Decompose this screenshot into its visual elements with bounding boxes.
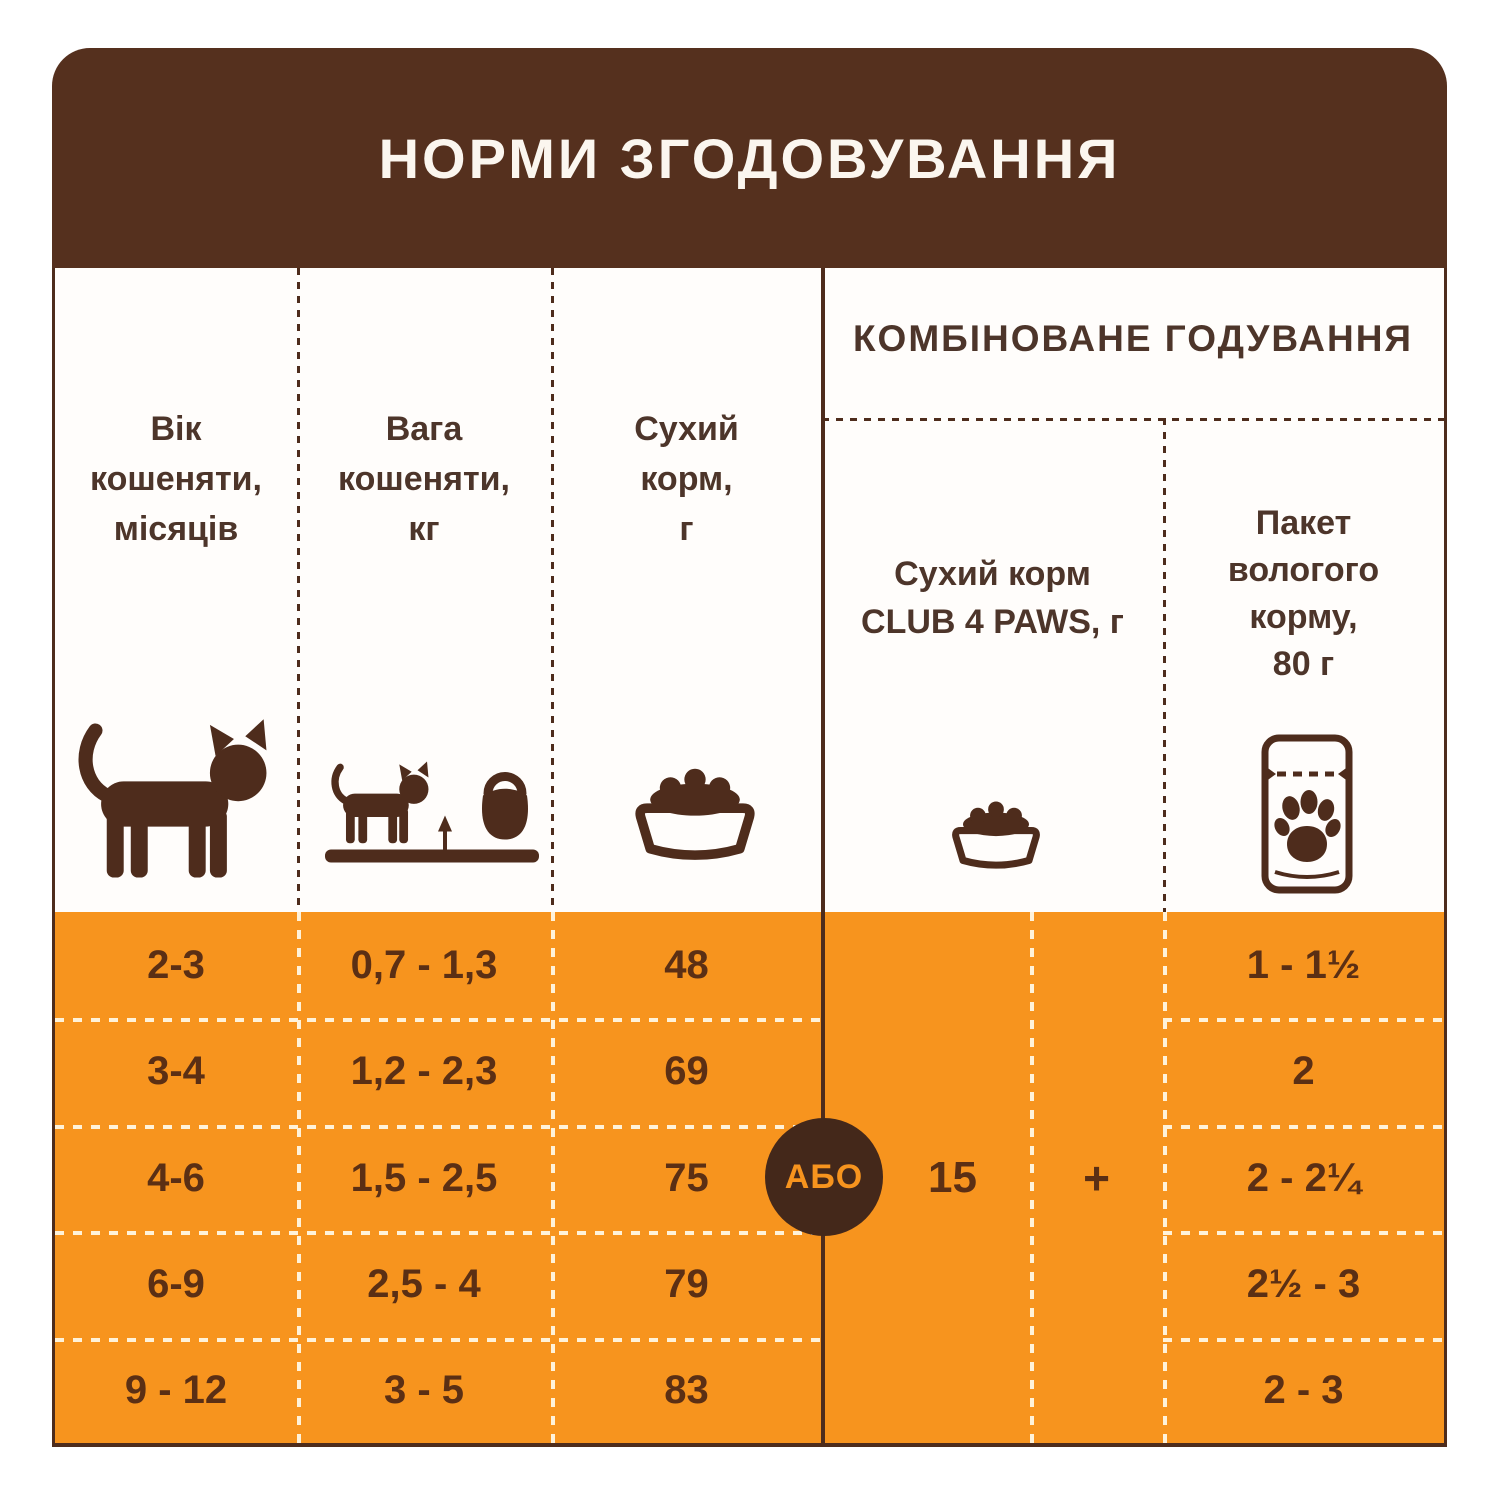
- wet-food-pouch-icon: [1255, 730, 1359, 902]
- row-divider: [55, 1231, 825, 1235]
- column-divider: [297, 268, 300, 912]
- header-line: Вага: [385, 410, 463, 448]
- food-bowl-small-icon: [935, 796, 1057, 884]
- header-line: корму,: [1249, 598, 1358, 636]
- feeding-norms-table: НОРМИ ЗГОДОВУВАННЯ Вік кошеняти, місяців…: [52, 48, 1447, 1447]
- header-line: корм,: [640, 460, 733, 498]
- row-divider: [1163, 1338, 1444, 1342]
- column-divider: [1163, 912, 1167, 1443]
- cell-dry: 83: [664, 1368, 709, 1412]
- data-zone: 2-3 0,7 - 1,3 48 1 - 1½ 3-4 1,2 - 2,3 69…: [52, 912, 1447, 1447]
- row-divider: [1163, 1018, 1444, 1022]
- cell-age: 6-9: [147, 1261, 205, 1306]
- column-divider: [1163, 418, 1166, 912]
- column-divider: [297, 912, 301, 1443]
- cell-wet: 2: [1292, 1048, 1315, 1093]
- header-line: CLUB 4 PAWS, г: [861, 603, 1124, 641]
- cell-dry: 69: [664, 1048, 709, 1093]
- column-divider: [551, 912, 555, 1443]
- cell-age: 9 - 12: [124, 1368, 228, 1412]
- header-line: Вік: [150, 410, 202, 448]
- or-badge: АБО: [765, 1118, 883, 1236]
- header-line: вологого: [1227, 551, 1380, 589]
- combined-feeding-header: КОМБІНОВАНЕ ГОДУВАННЯ: [852, 318, 1414, 359]
- cell-wet: 2½ - 3: [1246, 1261, 1361, 1306]
- cell-wet: 2 - 3: [1263, 1368, 1344, 1412]
- page-title: НОРМИ ЗГОДОВУВАННЯ: [378, 126, 1121, 190]
- row-divider: [1163, 1231, 1444, 1235]
- column-divider: [1030, 912, 1034, 1443]
- column-header-dry-food: Сухий корм, г: [551, 404, 822, 554]
- cell-dry: 75: [664, 1155, 709, 1200]
- combined-section-divider: [822, 418, 1444, 421]
- cell-weight: 0,7 - 1,3: [350, 942, 498, 987]
- column-header-weight: Вага кошеняти, кг: [297, 404, 551, 554]
- cat-on-scale-icon: [325, 730, 545, 885]
- row-divider: [1163, 1125, 1444, 1129]
- combined-dry-amount: 15: [928, 1152, 977, 1202]
- cell-age: 3-4: [147, 1048, 205, 1093]
- cell-dry: 48: [664, 942, 709, 987]
- header-line: 80 г: [1272, 645, 1335, 683]
- header-line: кошеняти,: [338, 460, 510, 498]
- table-header: НОРМИ ЗГОДОВУВАННЯ: [52, 48, 1447, 268]
- column-header-dry-club4paws: Сухий корм CLUB 4 PAWS, г: [822, 550, 1163, 646]
- plus-sign: +: [1083, 1151, 1110, 1204]
- cell-dry: 79: [664, 1261, 709, 1306]
- cell-age: 2-3: [147, 942, 205, 987]
- column-header-wet-pouch: Пакет вологого корму, 80 г: [1163, 500, 1444, 688]
- cell-wet: 1 - 1½: [1246, 942, 1361, 987]
- row-divider: [55, 1018, 825, 1022]
- cell-weight: 1,2 - 2,3: [350, 1048, 498, 1093]
- header-line: Пакет: [1255, 504, 1352, 542]
- header-line: кг: [408, 510, 440, 548]
- column-divider: [551, 268, 554, 912]
- header-line: Сухий корм: [894, 555, 1091, 593]
- row-divider: [55, 1338, 825, 1342]
- header-line: Сухий: [634, 410, 739, 448]
- row-divider: [55, 1125, 825, 1129]
- header-line: г: [679, 510, 694, 548]
- column-header-zone: Вік кошеняти, місяців Вага кошеняти, кг …: [52, 268, 1447, 912]
- cell-weight: 3 - 5: [383, 1368, 465, 1412]
- header-line: кошеняти,: [90, 460, 262, 498]
- cat-icon: [70, 718, 282, 883]
- column-header-age: Вік кошеняти, місяців: [55, 404, 297, 554]
- cell-wet: 2 - 2¼: [1246, 1155, 1361, 1200]
- cell-age: 4-6: [147, 1155, 205, 1200]
- cell-weight: 2,5 - 4: [367, 1261, 481, 1306]
- section-divider: [821, 268, 825, 1447]
- cell-weight: 1,5 - 2,5: [350, 1155, 498, 1200]
- header-line: місяців: [113, 510, 239, 548]
- food-bowl-icon: [615, 760, 775, 882]
